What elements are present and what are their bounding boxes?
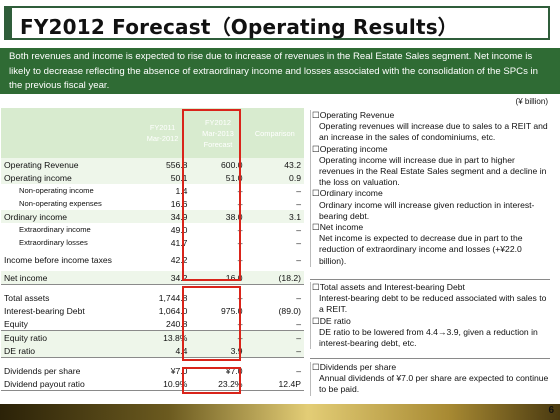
note-head-operating-income: ☐Operating income — [312, 143, 388, 154]
note-head-ordinary-income: ☐Ordinary income — [312, 188, 383, 199]
table-row: Non-operating expenses 16.6– – — [19, 198, 301, 209]
table-row: DE ratio 4.4 3.9– — [1, 344, 304, 358]
unit-label: (¥ billion) — [515, 97, 548, 106]
page-number: 6 — [548, 405, 554, 416]
table-row: Income before income taxes 42.2– – — [4, 255, 301, 265]
note-body-operating-revenue: Operating revenues will increase due to … — [319, 121, 548, 143]
note-body-de-ratio: DE ratio to be lowered from 4.4→3.9, giv… — [319, 326, 538, 349]
divider — [310, 279, 550, 280]
note-head-assets-debt: ☐Total assets and Interest-bearing Debt — [312, 282, 465, 292]
table-row: Extraordinary losses 41.7– – — [19, 237, 301, 248]
summary-banner: Both revenues and income is expected to … — [0, 48, 560, 94]
divider — [310, 358, 550, 359]
table-row: Total assets 1,744.8– – — [4, 292, 301, 303]
note-head-de-ratio: ☐DE ratio — [312, 315, 351, 326]
table-row: Operating income 50.1 51.0 0.9 — [1, 171, 304, 184]
table-header: FY2011 Mar-2012 FY2012 Mar-2013 Forecast… — [1, 108, 304, 158]
header-fy2012: FY2012 Mar-2013 Forecast — [190, 108, 246, 158]
note-head-dividends: ☐Dividends per share — [312, 362, 397, 372]
note-head-net-income: ☐Net income — [312, 222, 364, 233]
notes-operating: ☐Operating Revenue Operating revenues wi… — [310, 110, 551, 267]
table-row: Non-operating income 1.4– – — [19, 185, 301, 196]
notes-dividends: ☐Dividends per share Annual dividends of… — [310, 362, 551, 396]
note-body-assets-debt: Interest-bearing debt to be reduced asso… — [319, 293, 547, 315]
table-row: Ordinary income 34.9 38.0 3.1 — [1, 210, 304, 223]
table-row: Operating Revenue 556.8 600.0 43.2 — [1, 158, 304, 171]
notes-balance: ☐Total assets and Interest-bearing Debt … — [310, 282, 551, 350]
note-body-net-income: Net income is expected to decrease due i… — [319, 233, 523, 266]
table-row: Net income 34.2 16.0 (18.2) — [1, 271, 304, 285]
header-fy2011: FY2011 Mar-2012 — [134, 108, 191, 158]
note-body-operating-income: Operating income will increase due in pa… — [319, 154, 547, 188]
header-comparison: Comparison — [245, 108, 304, 158]
table-row: Equity 240.8– – — [1, 317, 304, 331]
note-body-dividends: Annual dividends of ¥7.0 per share are e… — [319, 373, 549, 395]
table-row: Dividend payout ratio 10.9% 23.2% 12.4P — [1, 377, 304, 391]
footer-bar — [0, 404, 560, 420]
note-head-operating-revenue: ☐Operating Revenue — [312, 110, 395, 120]
table-row: Equity ratio 13.8% – – — [1, 330, 304, 344]
title-box: FY2012 Forecast（Operating Results） — [4, 6, 550, 40]
results-table: FY2011 Mar-2012 FY2012 Mar-2013 Forecast… — [1, 108, 304, 391]
page-title: FY2012 Forecast（Operating Results） — [20, 15, 459, 39]
note-body-ordinary-income: Ordinary income will increase given redu… — [319, 199, 535, 221]
table-row: Interest-bearing Debt 1,064.0 975.0 (89.0) — [4, 305, 301, 316]
table-row: Extraordinary income 49.0– – — [19, 224, 301, 235]
table-row: Dividends per share ¥7.0 ¥7.0– — [4, 365, 301, 376]
